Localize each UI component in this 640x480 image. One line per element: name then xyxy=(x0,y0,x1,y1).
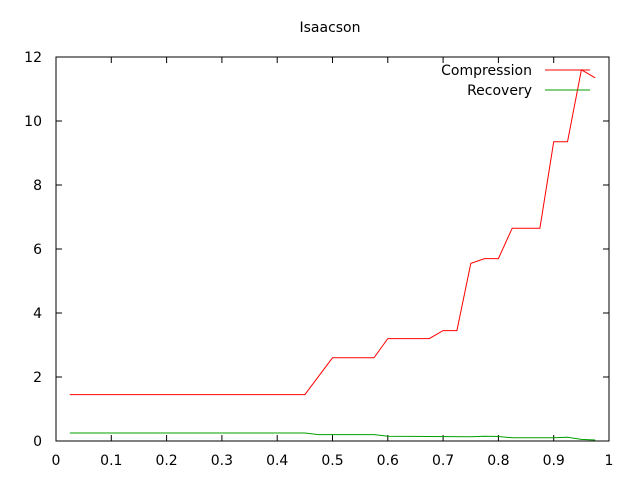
x-tick-label: 0.7 xyxy=(432,453,454,469)
x-tick-label: 1 xyxy=(605,453,614,469)
axis-ticks xyxy=(55,56,610,442)
y-tick-label: 8 xyxy=(33,178,42,194)
legend-label-compression: Compression xyxy=(441,63,532,79)
x-tick-label: 0.3 xyxy=(211,453,233,469)
series-line-compression xyxy=(69,69,596,396)
y-tick-label: 6 xyxy=(33,242,42,258)
y-tick-label: 0 xyxy=(33,434,42,450)
x-tick-label: 0.6 xyxy=(377,453,399,469)
x-tick-label: 0.8 xyxy=(487,453,509,469)
chart-title: Isaacson xyxy=(299,20,360,36)
x-tick-label: 0.2 xyxy=(155,453,177,469)
x-tick-label: 0.9 xyxy=(543,453,565,469)
x-tick-label: 0.1 xyxy=(100,453,122,469)
legend-label-recovery: Recovery xyxy=(467,83,532,99)
plot-area-frame xyxy=(55,56,610,442)
x-tick-label: 0.4 xyxy=(266,453,288,469)
x-tick-label: 0 xyxy=(52,453,61,469)
y-tick-label: 10 xyxy=(24,114,42,130)
series-line-recovery xyxy=(69,432,596,441)
y-tick-label: 4 xyxy=(33,306,42,322)
legend: Compression Recovery xyxy=(441,63,590,99)
y-tick-label: 2 xyxy=(33,370,42,386)
x-tick-label: 0.5 xyxy=(321,453,343,469)
series-lines xyxy=(69,69,596,441)
y-tick-label: 12 xyxy=(24,50,42,66)
